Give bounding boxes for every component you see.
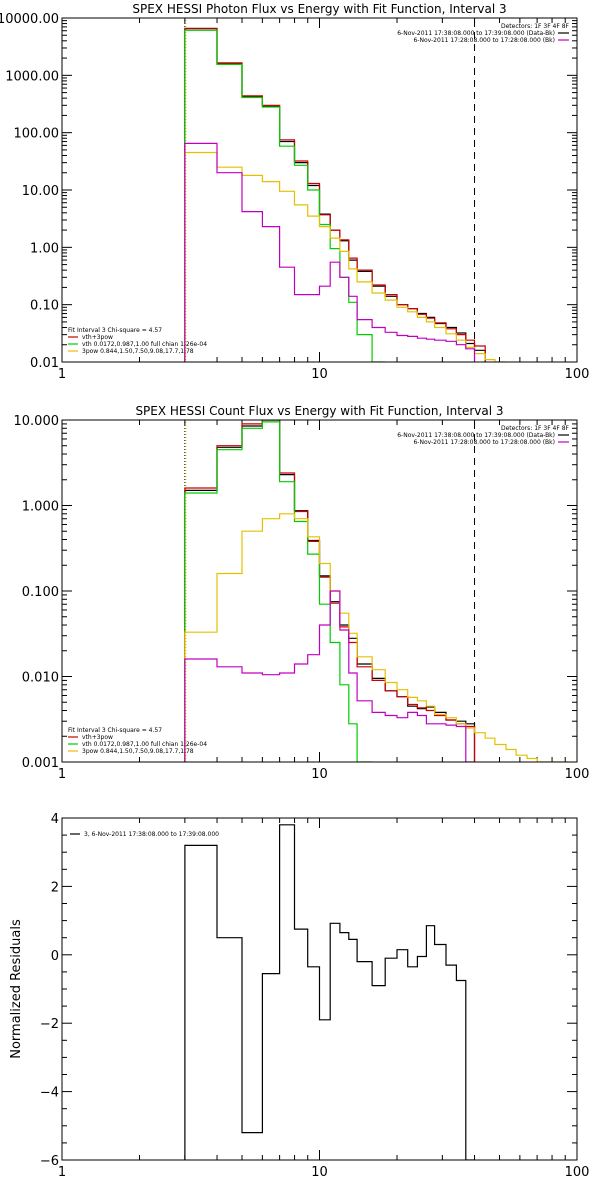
y-tick-label: 1.00 bbox=[30, 241, 59, 256]
y-tick-label: 100.00 bbox=[14, 127, 60, 142]
series-line bbox=[184, 151, 506, 362]
series-line bbox=[184, 142, 476, 362]
y-tick-label: 0.100 bbox=[22, 585, 59, 600]
x-tick-label: 100 bbox=[565, 767, 590, 782]
y-tick-label: 4 bbox=[51, 812, 59, 827]
y-tick-label: 10.00 bbox=[22, 184, 59, 199]
legend-entry: 6-Nov-2011 17:28:08.000 to 17:28:08.000 … bbox=[413, 439, 555, 446]
legend-top-right: Detectors: 1F 3F 4F 8F6-Nov-2011 17:38:0… bbox=[397, 23, 569, 44]
legend-entry: 3pow 0.844,1.50,7.50,9.08,17.7,1.78 bbox=[82, 348, 194, 355]
legend-entry: 3pow 0.844,1.50,7.50,9.08,17.7,1.78 bbox=[82, 748, 194, 755]
series-line bbox=[184, 421, 373, 762]
x-tick-label: 10 bbox=[311, 1165, 328, 1180]
legend-entry: vth 0.0172,0.987,1.00 full chian 1.26e-0… bbox=[82, 341, 207, 348]
x-tick-label: 1 bbox=[58, 367, 66, 382]
series-group bbox=[184, 824, 475, 1160]
y-tick-label: 1000.00 bbox=[5, 69, 59, 84]
y-axis-label: Normalized Residuals bbox=[9, 919, 24, 1059]
plot-frame bbox=[61, 17, 578, 363]
legend-entry: 3, 6-Nov-2011 17:38:08.000 to 17:39:08.0… bbox=[84, 831, 219, 838]
series-group bbox=[184, 27, 506, 362]
series-line bbox=[184, 513, 569, 762]
plot-frame bbox=[61, 419, 578, 763]
photon-flux-panel: SPEX HESSI Photon Flux vs Energy with Fi… bbox=[0, 2, 589, 382]
y-tick-label: 2 bbox=[51, 880, 59, 895]
y-tick-label: 0 bbox=[51, 949, 59, 964]
series-line bbox=[184, 590, 475, 762]
y-tick-label: 0.010 bbox=[22, 671, 59, 686]
legend-entry: vth+3pow bbox=[82, 334, 113, 341]
x-tick-label: 1 bbox=[58, 1165, 66, 1180]
legend-bottom-left: Fit Interval 3 Chi-square = 4.57vth+3pow… bbox=[68, 727, 207, 755]
chart-title: SPEX HESSI Count Flux vs Energy with Fit… bbox=[135, 404, 503, 418]
legend-title: Fit Interval 3 Chi-square = 4.57 bbox=[68, 327, 162, 334]
legend-title: Detectors: 1F 3F 4F 8F bbox=[501, 425, 570, 432]
y-tick-label: −4 bbox=[40, 1086, 59, 1101]
legend-top-right: Detectors: 1F 3F 4F 8F6-Nov-2011 17:38:0… bbox=[397, 425, 569, 446]
series-line bbox=[184, 824, 475, 1160]
legend-entry: vth 0.0172,0.987,1.00 full chian 1.26e-0… bbox=[82, 741, 207, 748]
series-line bbox=[184, 29, 386, 362]
plot-frame bbox=[61, 817, 578, 1161]
legend-top-left: 3, 6-Nov-2011 17:38:08.000 to 17:39:08.0… bbox=[70, 831, 219, 838]
series-group bbox=[184, 420, 569, 762]
y-tick-label: 0.001 bbox=[22, 756, 59, 771]
x-tick-label: 10 bbox=[311, 767, 328, 782]
series-line bbox=[184, 27, 486, 362]
count-flux-panel: SPEX HESSI Count Flux vs Energy with Fit… bbox=[14, 404, 590, 782]
series-line bbox=[184, 28, 486, 362]
legend-bottom-left: Fit Interval 3 Chi-square = 4.57vth+3pow… bbox=[68, 327, 207, 355]
chart-title: SPEX HESSI Photon Flux vs Energy with Fi… bbox=[132, 2, 506, 16]
legend-entry: 6-Nov-2011 17:38:08.000 to 17:39:08.000 … bbox=[397, 432, 555, 439]
y-tick-label: −6 bbox=[40, 1154, 59, 1169]
legend-entry: 6-Nov-2011 17:38:08.000 to 17:39:08.000 … bbox=[397, 30, 555, 37]
legend-title: Detectors: 1F 3F 4F 8F bbox=[501, 23, 570, 30]
y-tick-label: 10000.00 bbox=[0, 12, 59, 27]
y-tick-label: 0.10 bbox=[30, 299, 59, 314]
legend-title: Fit Interval 3 Chi-square = 4.57 bbox=[68, 727, 162, 734]
x-tick-label: 10 bbox=[311, 367, 328, 382]
x-tick-label: 1 bbox=[58, 767, 66, 782]
y-tick-label: 1.000 bbox=[22, 500, 59, 515]
y-tick-label: 10.000 bbox=[14, 414, 60, 429]
x-tick-label: 100 bbox=[565, 367, 590, 382]
y-tick-label: 0.01 bbox=[30, 356, 59, 371]
x-tick-label: 100 bbox=[565, 1165, 590, 1180]
legend-entry: vth+3pow bbox=[82, 734, 113, 741]
legend-entry: 6-Nov-2011 17:28:08.000 to 17:28:08.000 … bbox=[413, 37, 555, 44]
y-tick-label: −2 bbox=[40, 1017, 59, 1032]
residuals-panel: Normalized Residuals 1 10 100 −6 −4 −2 0 2 4 3, 6-… bbox=[9, 812, 589, 1180]
